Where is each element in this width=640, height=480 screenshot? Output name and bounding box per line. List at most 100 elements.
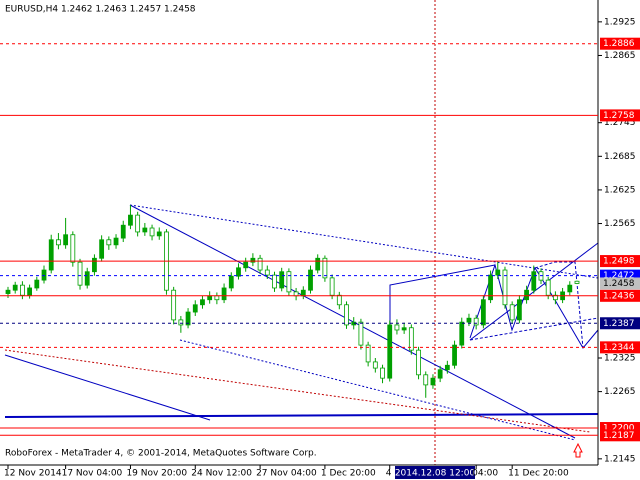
candle-body — [135, 214, 141, 233]
candle-body — [387, 324, 393, 379]
candle-body — [41, 269, 47, 281]
candle-body — [308, 269, 313, 291]
level-label: 1.2187 — [603, 431, 635, 441]
candle-body — [264, 269, 270, 276]
candle-body — [531, 271, 537, 291]
level-label-box — [600, 37, 640, 50]
candle-body — [192, 304, 198, 313]
candle-body — [185, 311, 191, 326]
footer: RoboForex - MetaTrader 4, © 2001-2014, M… — [5, 449, 317, 459]
level-label-box — [600, 255, 640, 268]
candle-body — [20, 284, 25, 296]
candle-body — [70, 234, 76, 263]
candle-body — [495, 269, 501, 276]
candle-body — [480, 299, 486, 326]
candle-body — [552, 294, 558, 301]
candle-body — [329, 277, 335, 296]
candle-body — [200, 299, 205, 306]
candle-body — [257, 257, 263, 271]
candle-body — [128, 214, 133, 226]
candle-body — [171, 289, 177, 321]
candle-body — [336, 294, 342, 306]
candle-body — [394, 324, 400, 331]
candle-body — [250, 257, 256, 263]
candle-body — [120, 224, 126, 239]
x-tick-label: 1 Dec 20:00 — [321, 469, 376, 479]
candle-body — [236, 267, 241, 277]
x-tick-label: 12 Nov 2014 — [4, 469, 62, 479]
candle-body — [77, 261, 83, 286]
candle-body — [92, 257, 97, 273]
candle-body — [545, 279, 551, 296]
candle-body — [106, 239, 112, 246]
level-label-box — [600, 289, 640, 302]
candle-body — [524, 289, 529, 301]
candle-body — [5, 289, 11, 294]
level-label: 1.2387 — [603, 319, 635, 329]
candle-body — [221, 287, 227, 301]
candle-body — [27, 287, 33, 296]
forecast-path — [534, 261, 584, 349]
candle-body — [488, 274, 493, 301]
level-label-box — [600, 277, 640, 290]
trend-line — [4, 349, 591, 433]
candle-body — [56, 239, 61, 246]
candle-body — [380, 367, 385, 379]
candle-body — [63, 234, 69, 246]
level-label: 1.2758 — [603, 111, 635, 121]
candle-body — [300, 289, 306, 297]
arrow-icon — [573, 442, 583, 458]
trend-line — [389, 264, 496, 330]
candle-body — [48, 239, 54, 271]
candle-body — [372, 361, 378, 369]
x-tick-label: 04:00 — [472, 469, 498, 479]
candle-body — [466, 317, 472, 323]
candle-body — [437, 369, 443, 379]
level-label-box — [600, 341, 640, 354]
candle-body — [444, 364, 450, 371]
trend-line — [129, 204, 576, 439]
candle-body — [365, 344, 371, 363]
candle-body — [34, 279, 40, 289]
candle-body — [430, 377, 436, 386]
candle-body — [293, 291, 299, 297]
candle-body — [149, 227, 155, 237]
level-label: 1.2458 — [603, 279, 635, 289]
chart-title: EURUSD,H4 1.2462 1.2463 1.2457 1.2458 — [5, 5, 196, 15]
trend-line — [129, 204, 599, 279]
candle-body — [502, 269, 508, 306]
candle-body — [113, 237, 119, 246]
candle-body — [156, 231, 162, 237]
level-label: 1.2436 — [603, 291, 635, 301]
candle-body — [279, 271, 285, 289]
x-tick-label: 17 Nov 04:00 — [62, 469, 123, 479]
level-label: 1.2344 — [603, 343, 635, 353]
candle-body — [178, 319, 184, 326]
candle-body — [12, 284, 18, 291]
candle-body — [344, 304, 349, 326]
level-label-box — [600, 109, 640, 122]
candle-body — [286, 271, 292, 293]
candle-body — [272, 274, 277, 289]
candle-body — [516, 299, 522, 321]
level-label-box — [600, 429, 640, 442]
candle-body — [509, 304, 515, 321]
y-tick-label: 1.2745 — [604, 118, 636, 128]
y-tick-label: 1.2865 — [604, 51, 636, 61]
x-tick-label: 4 — [386, 469, 392, 479]
y-tick-label: 1.2925 — [604, 17, 636, 27]
candle-body — [473, 317, 479, 326]
y-tick-label: 1.2145 — [604, 454, 636, 464]
y-tick-label: 1.2565 — [604, 219, 636, 229]
y-tick-label: 1.2685 — [604, 152, 636, 162]
candle-body — [423, 374, 429, 386]
y-tick-label: 1.2265 — [604, 387, 636, 397]
candle-body — [142, 227, 148, 233]
trend-line — [469, 317, 599, 341]
candle-body — [214, 295, 220, 301]
candle-body — [228, 275, 234, 289]
candle-body — [322, 257, 328, 279]
candle-body — [408, 327, 414, 351]
level-label: 1.2886 — [603, 39, 635, 49]
